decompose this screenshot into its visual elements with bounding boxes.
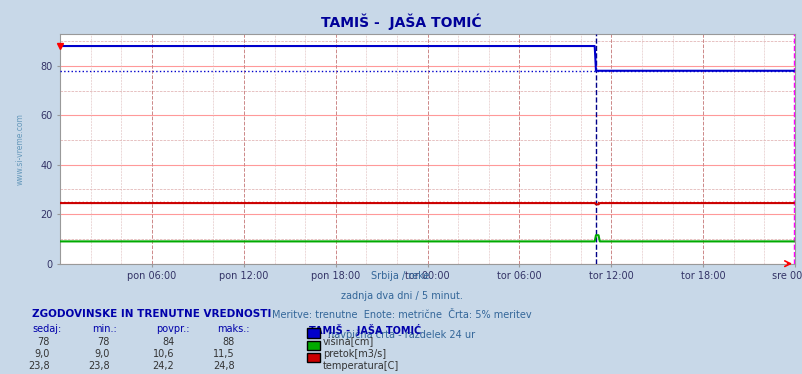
Text: min.:: min.: — [92, 324, 117, 334]
Text: 11,5: 11,5 — [213, 349, 234, 359]
Text: 88: 88 — [222, 337, 234, 347]
Text: 9,0: 9,0 — [34, 349, 50, 359]
Text: povpr.:: povpr.: — [156, 324, 190, 334]
Text: www.si-vreme.com: www.si-vreme.com — [15, 113, 24, 185]
Text: TAMIŠ -  JAŠA TOMIĆ: TAMIŠ - JAŠA TOMIĆ — [309, 324, 421, 335]
Text: 84: 84 — [162, 337, 174, 347]
Text: Srbija / reke.: Srbija / reke. — [371, 271, 431, 281]
Text: 23,8: 23,8 — [28, 361, 50, 371]
Text: 78: 78 — [38, 337, 50, 347]
Text: 24,2: 24,2 — [152, 361, 174, 371]
Text: TAMIŠ -  JAŠA TOMIĆ: TAMIŠ - JAŠA TOMIĆ — [321, 13, 481, 30]
Text: maks.:: maks.: — [217, 324, 249, 334]
Text: Meritve: trenutne  Enote: metrične  Črta: 5% meritev: Meritve: trenutne Enote: metrične Črta: … — [271, 310, 531, 320]
Text: ZGODOVINSKE IN TRENUTNE VREDNOSTI: ZGODOVINSKE IN TRENUTNE VREDNOSTI — [32, 309, 271, 319]
Text: zadnja dva dni / 5 minut.: zadnja dva dni / 5 minut. — [340, 291, 462, 301]
Text: 23,8: 23,8 — [88, 361, 110, 371]
Text: višina[cm]: višina[cm] — [322, 337, 374, 347]
Text: 10,6: 10,6 — [152, 349, 174, 359]
Text: navpična črta - razdelek 24 ur: navpična črta - razdelek 24 ur — [327, 329, 475, 340]
Text: sedaj:: sedaj: — [32, 324, 61, 334]
Text: 24,8: 24,8 — [213, 361, 234, 371]
Text: 9,0: 9,0 — [95, 349, 110, 359]
Text: temperatura[C]: temperatura[C] — [322, 361, 399, 371]
Text: 78: 78 — [98, 337, 110, 347]
Text: pretok[m3/s]: pretok[m3/s] — [322, 349, 386, 359]
